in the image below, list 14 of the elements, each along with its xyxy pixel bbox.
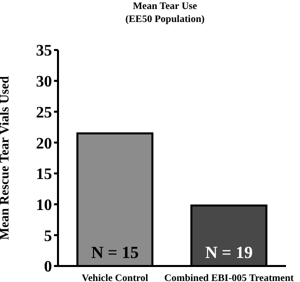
chart-subtitle: (EE50 Population) <box>124 13 206 26</box>
y-tick-label: 30 <box>36 74 52 91</box>
y-tick-label: 20 <box>36 135 52 152</box>
y-tick-label: 0 <box>44 258 52 276</box>
chart-title: Mean Tear Use <box>132 0 198 13</box>
y-tick-label: 35 <box>36 42 52 60</box>
y-tick-label: 10 <box>36 196 52 214</box>
x-tick-label: Combined EBI-005 Treatment <box>164 273 294 282</box>
y-tick-label: 5 <box>44 228 52 245</box>
annotation: N = 15 <box>91 242 139 262</box>
x-tick-label: Vehicle Control <box>82 273 148 282</box>
annotation: N = 19 <box>205 242 253 262</box>
y-tick-label: 25 <box>36 104 52 122</box>
y-tick-label: 15 <box>36 166 52 184</box>
